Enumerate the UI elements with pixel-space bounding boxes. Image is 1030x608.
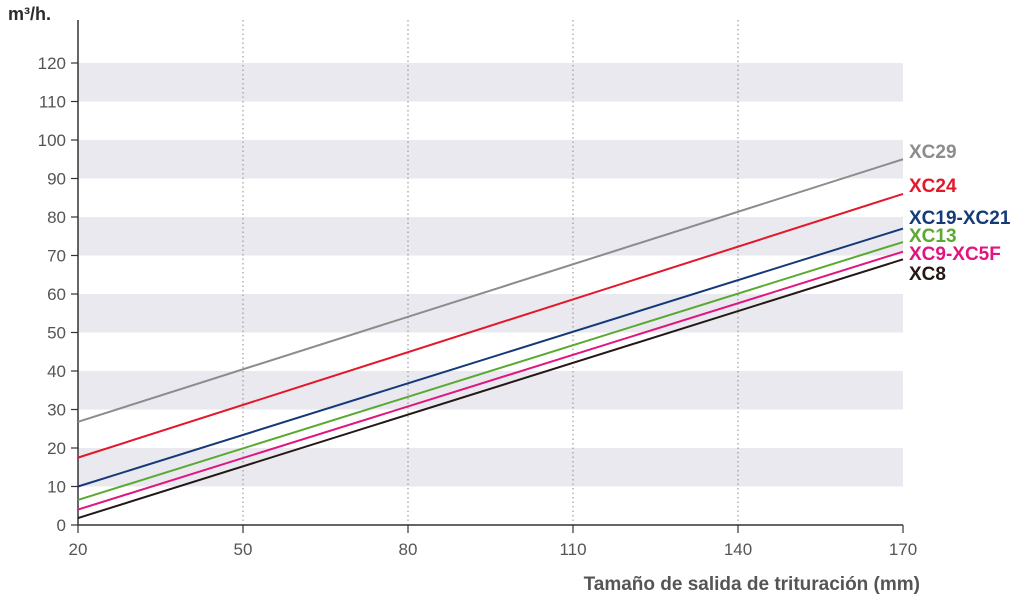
series-label-xc24: XC24 — [909, 176, 957, 197]
x-tick-label-20: 20 — [69, 540, 88, 559]
series-line-xc9-xc5f — [77, 250, 904, 511]
band-70 — [78, 217, 903, 256]
band-30 — [78, 371, 903, 410]
y-tick-label-0: 0 — [57, 516, 66, 535]
y-tick-label-40: 40 — [47, 362, 66, 381]
y-tick-label-110: 110 — [39, 93, 66, 112]
axes — [77, 20, 903, 526]
y-tick-label-90: 90 — [47, 170, 66, 189]
series-label-xc8: XC8 — [909, 264, 946, 285]
series-line-xc29 — [77, 158, 904, 423]
y-tick-label-10: 10 — [47, 478, 66, 497]
y-tick-label-120: 120 — [38, 54, 66, 73]
series-label-xc29: XC29 — [909, 142, 957, 163]
y-tick-label-70: 70 — [47, 247, 66, 266]
band-10 — [78, 448, 903, 487]
background-bands — [78, 63, 903, 487]
series-label-xc9-xc5f: XC9-XC5F — [909, 244, 1001, 265]
y-tick-label-20: 20 — [47, 439, 66, 458]
vertical-gridlines — [242, 20, 739, 525]
series-label-xc19-xc21: XC19-XC21 — [909, 208, 1011, 229]
series-line-xc19-xc21 — [77, 227, 904, 488]
x-tick-label-50: 50 — [234, 540, 253, 559]
series-line-xc13 — [77, 241, 904, 501]
y-axis-label: m³/h. — [8, 4, 51, 24]
x-axis-label: Tamaño de salida de trituración (mm) — [583, 574, 920, 595]
y-tick-label-30: 30 — [47, 401, 66, 420]
series-line-xc24 — [77, 192, 904, 459]
series-label-xc13: XC13 — [909, 226, 957, 247]
x-tick-label-80: 80 — [399, 540, 418, 559]
band-110 — [78, 63, 903, 102]
band-90 — [78, 140, 903, 179]
x-tick-label-140: 140 — [724, 540, 752, 559]
y-tick-label-100: 100 — [38, 131, 66, 150]
x-tick-label-110: 110 — [559, 540, 586, 559]
x-tick-label-170: 170 — [889, 540, 917, 559]
series-line-xc8 — [77, 258, 904, 520]
y-tick-label-50: 50 — [47, 324, 66, 343]
series-lines — [77, 158, 904, 520]
y-tick-labels: 0 10 20 30 40 50 60 70 80 90 100 110 120 — [38, 54, 78, 535]
x-tick-labels: 20 50 80 110 140 170 — [69, 525, 917, 559]
y-tick-label-60: 60 — [47, 285, 66, 304]
y-tick-label-80: 80 — [47, 208, 66, 227]
